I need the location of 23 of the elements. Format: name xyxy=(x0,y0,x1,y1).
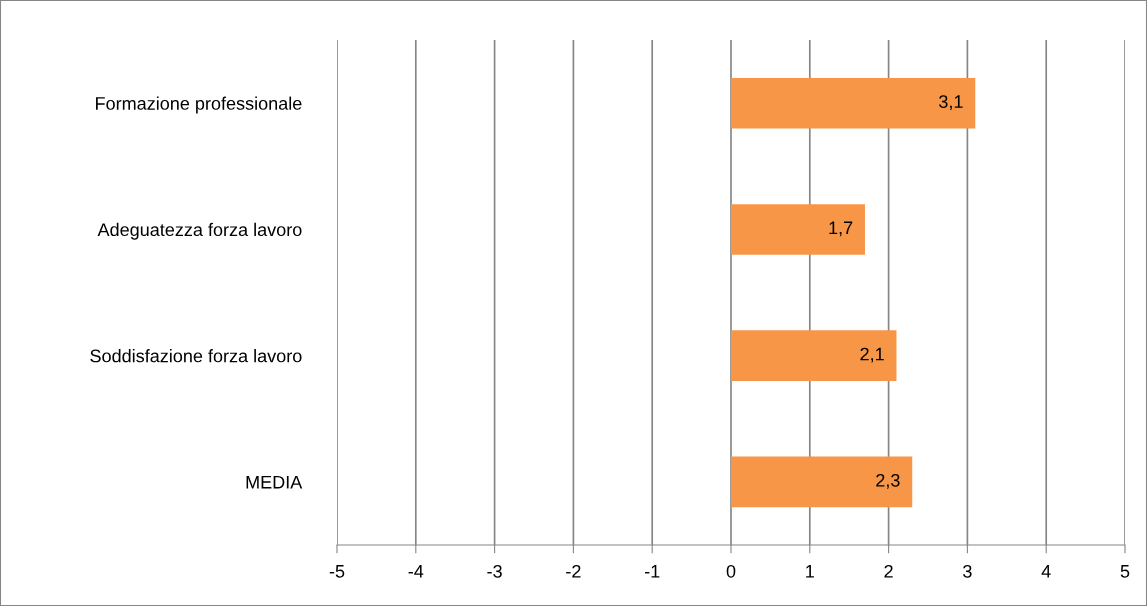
x-tick-label: -5 xyxy=(329,565,345,578)
bar xyxy=(731,330,897,381)
y-tick-label: Formazione professionale xyxy=(96,96,302,114)
bar xyxy=(731,77,976,129)
y-tick-label: Soddisfazione forza lavoro xyxy=(90,349,302,363)
x-tick-label: 4 xyxy=(1041,565,1051,578)
y-tick-label: Adeguatezza forza lavoro xyxy=(97,222,302,240)
y-tick-label: MEDIA xyxy=(246,476,303,489)
data-label: 1,7 xyxy=(829,221,853,237)
x-tick-label: 5 xyxy=(1120,565,1130,578)
x-tick-label: 1 xyxy=(806,565,814,578)
bar xyxy=(731,204,865,255)
x-tick-label: 3 xyxy=(963,564,972,578)
x-tick-label: -1 xyxy=(644,565,660,578)
data-label: 2,3 xyxy=(876,473,900,489)
bar xyxy=(731,456,913,508)
x-tick-label: -4 xyxy=(408,565,424,578)
x-tick-label: -3 xyxy=(487,564,502,578)
x-tick-label: 0 xyxy=(726,564,736,578)
x-tick-label: -2 xyxy=(566,564,581,578)
data-label: 2,1 xyxy=(860,347,884,363)
data-label: 3,1 xyxy=(939,95,963,111)
x-tick-label: 2 xyxy=(884,564,893,578)
